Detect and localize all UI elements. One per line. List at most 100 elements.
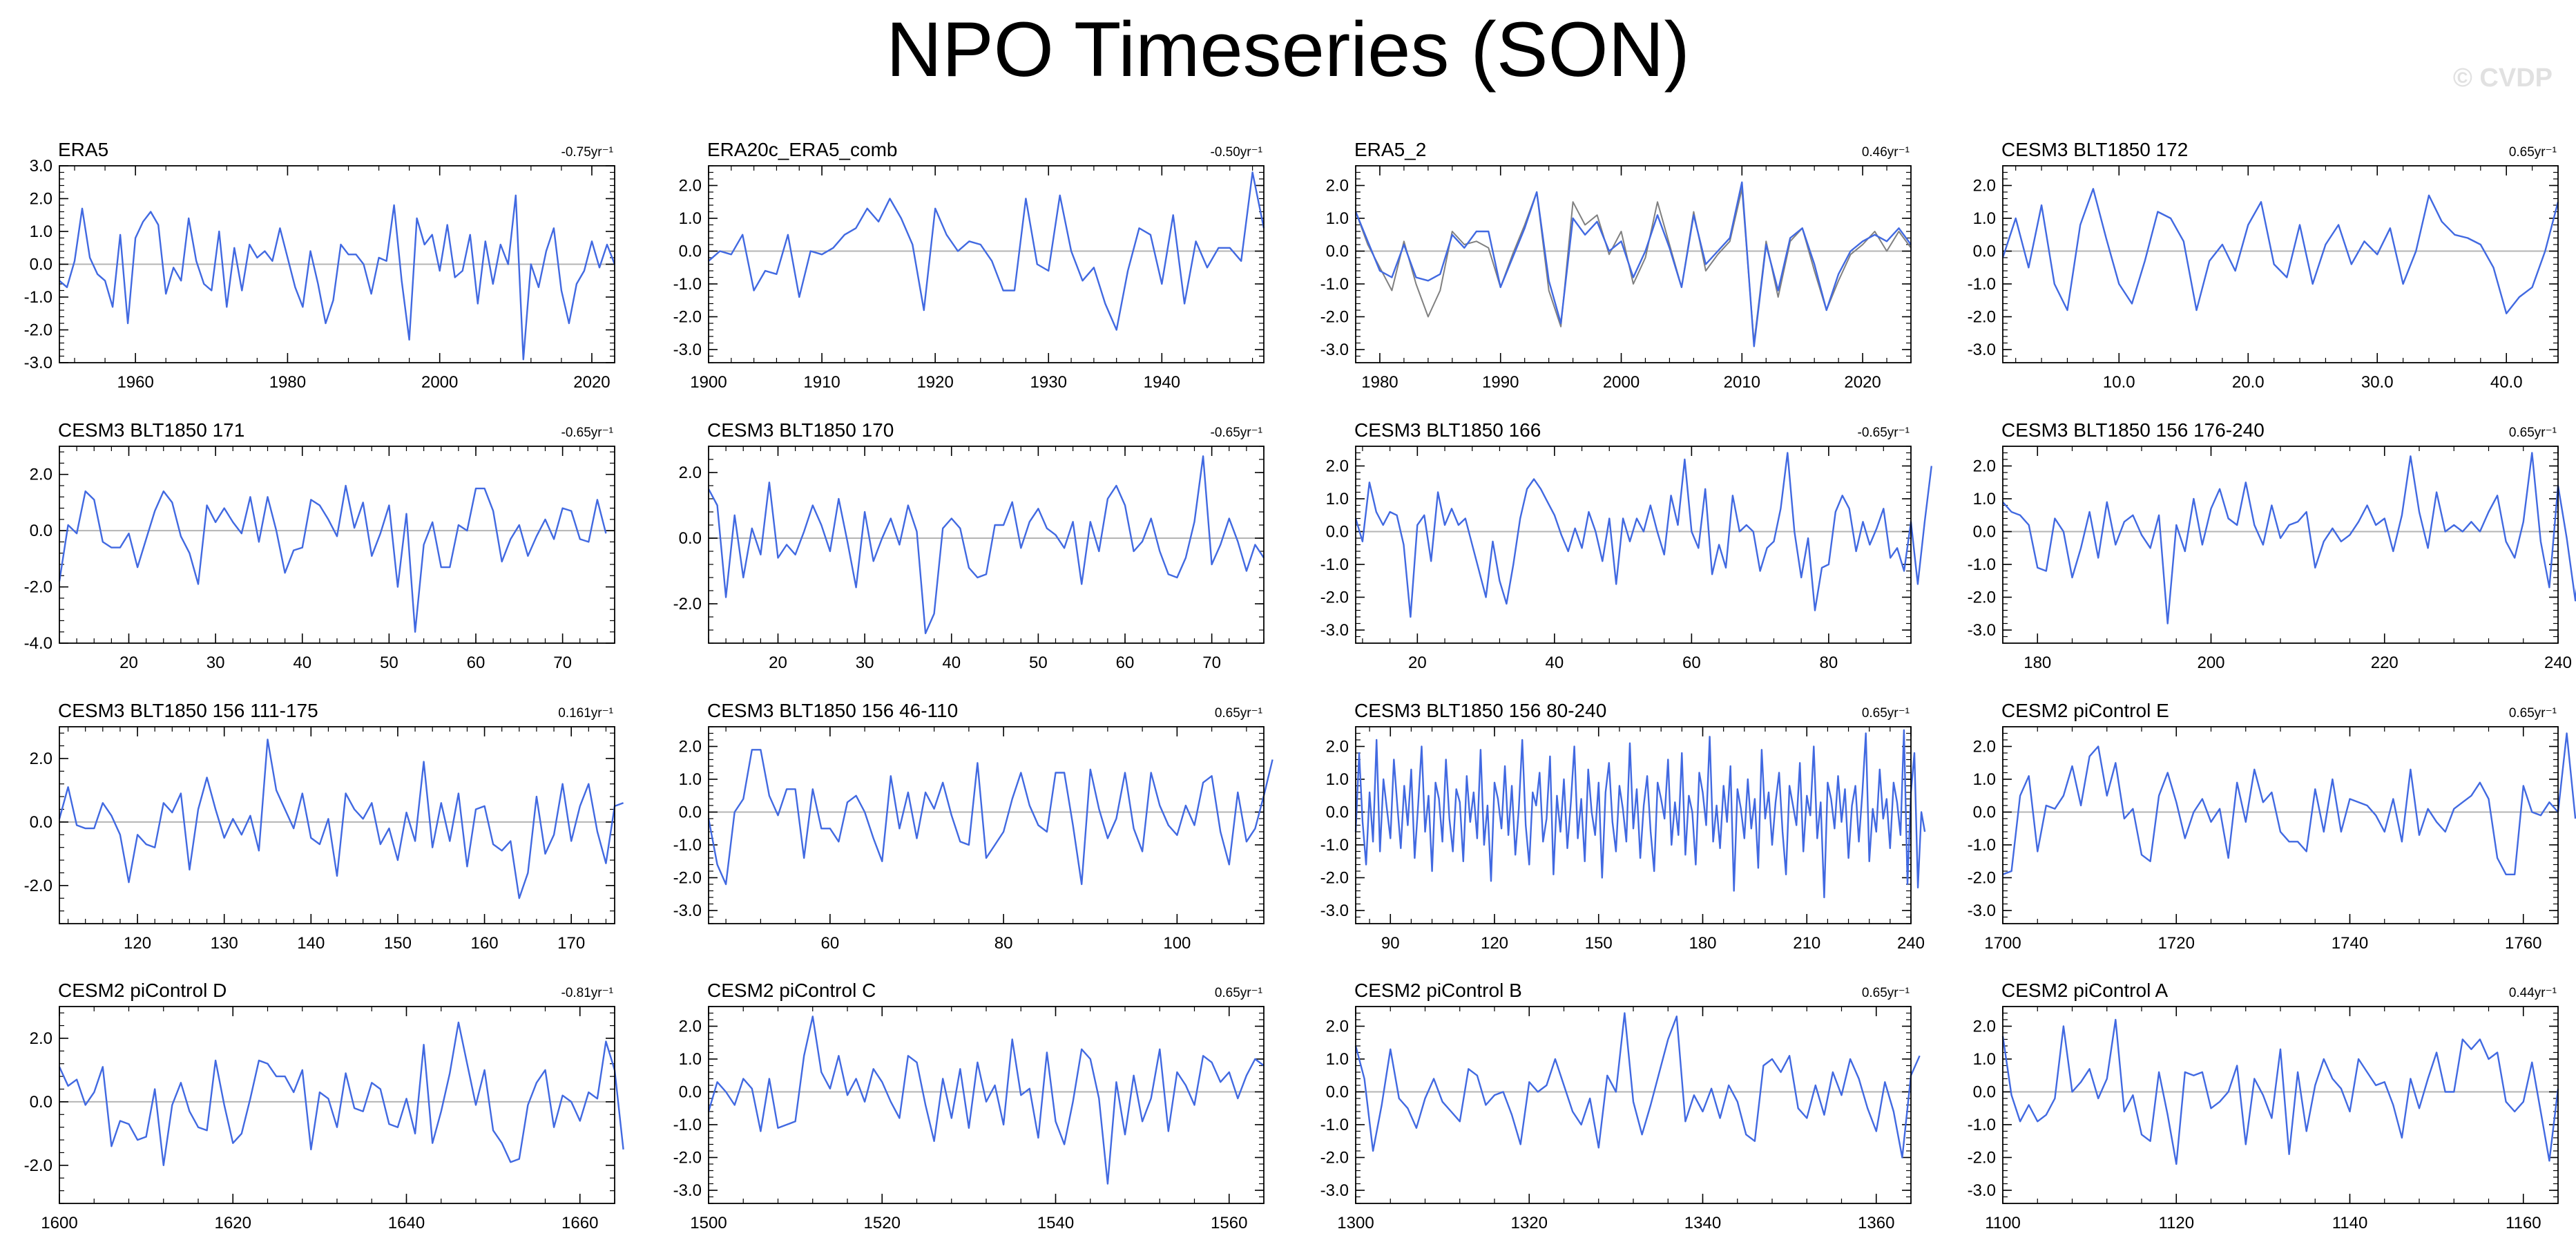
x-tick-label: 240 xyxy=(1897,934,1925,953)
y-tick-label: -1.0 xyxy=(673,275,702,294)
y-tick-label: 0.0 xyxy=(1973,523,1996,542)
y-tick-label: -3.0 xyxy=(1320,621,1349,640)
trend-label: -0.50yr⁻¹ xyxy=(1211,145,1263,160)
chart-panel: -3.0 -2.0 -1.0 0.0 1.0 2.0 3.0 1960 1980 2000 2020… xyxy=(24,139,616,392)
series-line xyxy=(58,1021,624,1167)
y-tick-label: -3.0 xyxy=(1968,341,1996,359)
y-tick-label: -2.0 xyxy=(673,308,702,327)
trend-label: 0.161yr⁻¹ xyxy=(558,706,613,721)
x-tick-label: 90 xyxy=(1381,934,1400,953)
y-tick-label: -1.0 xyxy=(1320,1116,1349,1134)
y-tick-label: -1.0 xyxy=(1968,555,1996,574)
x-tick-label: 150 xyxy=(384,934,412,953)
chart-panel: -2.0 0.0 2.0 120 130 140 150 160 170 CESM3 BLT185… xyxy=(24,700,624,953)
y-tick-label: -2.0 xyxy=(1968,1149,1996,1168)
y-tick-label: 0.0 xyxy=(679,242,702,261)
chart-panel: -3.0 -2.0 -1.0 0.0 1.0 2.0 60 80 100 CESM3 BLT185… xyxy=(673,700,1273,953)
x-tick-label: 1700 xyxy=(1984,934,2021,953)
x-tick-label: 1720 xyxy=(2158,934,2195,953)
y-tick-label: -2.0 xyxy=(673,595,702,613)
y-tick-label: -1.0 xyxy=(24,288,52,307)
chart-panel: -3.0 -2.0 -1.0 0.0 1.0 2.0 1100 1120 1140 1160 CES… xyxy=(1968,980,2559,1232)
x-tick-label: 40 xyxy=(1546,654,1564,672)
cvdp-watermark: © CVDP xyxy=(2452,64,2553,93)
y-tick-label: -1.0 xyxy=(673,836,702,855)
y-tick-label: 1.0 xyxy=(679,209,702,228)
x-tick-label: 1360 xyxy=(1858,1214,1894,1232)
series-line xyxy=(707,1016,1265,1185)
y-tick-label: 2.0 xyxy=(1973,1018,1996,1036)
x-tick-label: 1320 xyxy=(1511,1214,1548,1232)
panel-title: CESM3 BLT1850 171 xyxy=(58,419,244,441)
series-line xyxy=(707,455,1265,634)
plot-frame xyxy=(59,446,615,644)
plot-frame xyxy=(59,726,615,924)
overlay-series-line xyxy=(1355,188,1912,344)
series-line xyxy=(707,749,1273,886)
panel-title: ERA5 xyxy=(58,139,108,160)
series-line xyxy=(2001,188,2559,314)
trend-label: 0.65yr⁻¹ xyxy=(1215,986,1262,1000)
x-tick-label: 1990 xyxy=(1482,373,1519,392)
x-tick-label: 60 xyxy=(467,654,486,672)
panel-title: CESM2 piControl B xyxy=(1354,980,1522,1001)
y-tick-label: 0.0 xyxy=(679,803,702,822)
chart-panel: -3.0 -2.0 -1.0 0.0 1.0 2.0 90 120 150 180 210 240 CE… xyxy=(1320,700,1926,953)
y-tick-label: -2.0 xyxy=(1968,308,1996,327)
chart-panel: -2.0 0.0 2.0 1600 1620 1640 1660 CESM2 piContro… xyxy=(24,980,624,1232)
y-tick-label: 0.0 xyxy=(1973,242,1996,261)
x-tick-label: 1340 xyxy=(1684,1214,1721,1232)
x-tick-label: 200 xyxy=(2197,654,2224,672)
y-tick-label: -2.0 xyxy=(1320,1149,1349,1168)
x-tick-label: 2020 xyxy=(1844,373,1881,392)
trend-label: 0.65yr⁻¹ xyxy=(1862,706,1910,721)
x-tick-label: 20 xyxy=(769,654,787,672)
chart-panel: -3.0 -2.0 -1.0 0.0 1.0 2.0 1300 1320 1340 1360 CES… xyxy=(1320,980,1921,1232)
series-line xyxy=(1354,1012,1921,1159)
x-tick-label: 210 xyxy=(1793,934,1820,953)
y-tick-label: 1.0 xyxy=(1326,770,1349,789)
y-tick-label: 2.0 xyxy=(679,1018,702,1036)
y-tick-label: -3.0 xyxy=(1968,1181,1996,1200)
y-tick-label: 0.0 xyxy=(1326,1083,1349,1102)
x-tick-label: 1100 xyxy=(1985,1214,2021,1232)
y-tick-label: 1.0 xyxy=(679,1050,702,1069)
y-tick-label: -1.0 xyxy=(1320,555,1349,574)
chart-panel: -3.0 -2.0 -1.0 0.0 1.0 2.0 20 40 60 80 CESM3 BLT18… xyxy=(1320,419,1932,672)
y-tick-label: -1.0 xyxy=(1968,275,1996,294)
plot-frame xyxy=(59,165,615,363)
plot-frame xyxy=(708,446,1265,644)
x-tick-label: 1640 xyxy=(388,1214,425,1232)
trend-label: 0.65yr⁻¹ xyxy=(1862,986,1910,1000)
x-tick-label: 170 xyxy=(557,934,585,953)
y-tick-label: 2.0 xyxy=(679,738,702,756)
x-tick-label: 140 xyxy=(297,934,325,953)
y-tick-label: -3.0 xyxy=(1320,341,1349,359)
trend-label: 0.65yr⁻¹ xyxy=(1215,706,1262,721)
panel-title: CESM3 BLT1850 156 176-240 xyxy=(2001,419,2265,441)
chart-panel: -3.0 -2.0 -1.0 0.0 1.0 2.0 1500 1520 1540 1560 CES… xyxy=(673,980,1265,1232)
chart-panel: -3.0 -2.0 -1.0 0.0 1.0 2.0 1980 1990 2000 2010 202… xyxy=(1320,139,1912,392)
x-tick-label: 50 xyxy=(1029,654,1048,672)
x-tick-label: 40.0 xyxy=(2490,373,2523,392)
y-tick-label: 1.0 xyxy=(1326,1050,1349,1069)
x-tick-label: 1930 xyxy=(1030,373,1067,392)
trend-label: 0.46yr⁻¹ xyxy=(1862,145,1910,160)
x-tick-label: 180 xyxy=(1689,934,1716,953)
x-tick-label: 220 xyxy=(2371,654,2399,672)
y-tick-label: -1.0 xyxy=(673,1116,702,1134)
y-tick-label: -2.0 xyxy=(24,1156,52,1175)
y-tick-label: -2.0 xyxy=(24,578,52,597)
x-tick-label: 1620 xyxy=(215,1214,251,1232)
x-tick-label: 1500 xyxy=(690,1214,727,1232)
y-tick-label: -2.0 xyxy=(673,1149,702,1168)
plot-frame xyxy=(2002,165,2559,363)
y-tick-label: -1.0 xyxy=(1320,275,1349,294)
panel-title: CESM3 BLT1850 156 111-175 xyxy=(58,700,318,721)
panel-title: CESM2 piControl D xyxy=(58,980,227,1001)
x-tick-label: 30 xyxy=(206,654,225,672)
series-line xyxy=(58,484,607,633)
panel-title: CESM3 BLT1850 156 80-240 xyxy=(1354,700,1606,721)
trend-label: -0.65yr⁻¹ xyxy=(1211,426,1263,440)
